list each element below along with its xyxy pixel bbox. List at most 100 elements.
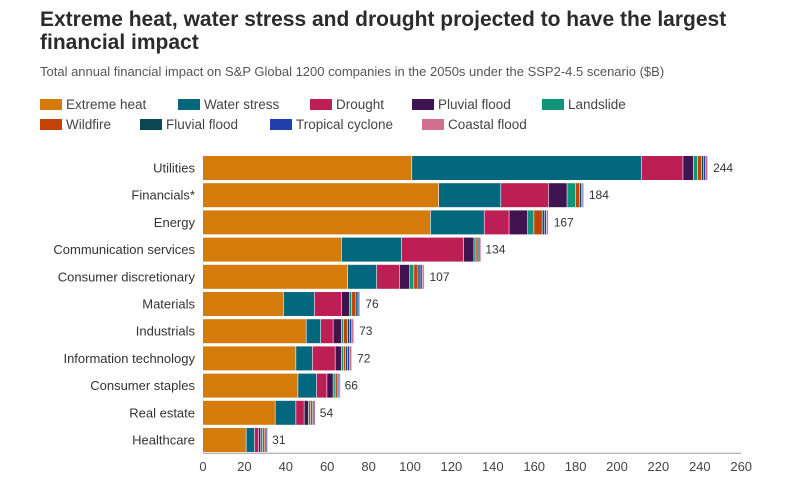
bar-segment-water-stress bbox=[246, 428, 255, 452]
x-tick-label: 140 bbox=[482, 459, 504, 474]
bar-segment-wildfire bbox=[310, 400, 313, 425]
bar-segment-landslide bbox=[567, 183, 575, 208]
bar-segment-coastal-flood bbox=[352, 319, 354, 344]
bar-segment-extreme-heat bbox=[203, 156, 412, 180]
bar-segment-water-stress bbox=[412, 156, 642, 180]
bar-segment-coastal-flood bbox=[706, 156, 708, 180]
bar-segment-pluvial-flood bbox=[333, 319, 342, 344]
bar-segment-drought bbox=[316, 373, 327, 398]
x-tick-label: 200 bbox=[606, 459, 628, 474]
total-label: 73 bbox=[359, 324, 373, 338]
bar-segment-extreme-heat bbox=[203, 346, 296, 371]
bar-segment-pluvial-flood bbox=[463, 237, 474, 262]
bar-segment-drought bbox=[296, 400, 304, 425]
bar-segment-water-stress bbox=[430, 210, 484, 235]
bar-segment-drought bbox=[401, 237, 464, 262]
legend-swatch bbox=[422, 119, 444, 130]
bar-segment-pluvial-flood bbox=[399, 264, 410, 289]
bar-segment-fluvial-flood bbox=[345, 346, 348, 371]
bar-segment-wildfire bbox=[697, 156, 702, 180]
bar-segment-drought bbox=[312, 346, 335, 371]
total-label: 134 bbox=[485, 243, 505, 257]
x-tick-label: 100 bbox=[399, 459, 421, 474]
bar-segment-fluvial-flood bbox=[701, 156, 704, 180]
bar-segment-extreme-heat bbox=[203, 292, 284, 316]
legend-swatch bbox=[178, 99, 200, 110]
legend-swatch bbox=[140, 119, 162, 130]
total-label: 76 bbox=[365, 297, 379, 311]
bar-segment-wildfire bbox=[352, 292, 356, 316]
bar-segment-fluvial-flood bbox=[265, 428, 266, 452]
legend-swatch bbox=[412, 99, 434, 110]
bar-segment-fluvial-flood bbox=[347, 319, 350, 344]
legend-item: Fluvial flood bbox=[140, 117, 238, 132]
bar-segment-pluvial-flood bbox=[304, 400, 308, 425]
x-tick-label: 120 bbox=[441, 459, 463, 474]
bar-segment-extreme-heat bbox=[203, 373, 298, 398]
total-label: 31 bbox=[272, 433, 286, 447]
bar-segment-pluvial-flood bbox=[548, 183, 567, 208]
bar-segment-landslide bbox=[527, 210, 534, 235]
bar-segment-pluvial-flood bbox=[327, 373, 333, 398]
category-label: Real estate bbox=[129, 405, 195, 420]
total-label: 66 bbox=[345, 379, 359, 393]
bar-segment-drought bbox=[376, 264, 400, 289]
bar-segment-extreme-heat bbox=[203, 428, 246, 452]
bar-segment-tropical-cyclone bbox=[266, 428, 267, 452]
bar-segment-fluvial-flood bbox=[542, 210, 544, 235]
bar-segment-pluvial-flood bbox=[509, 210, 528, 235]
bar-segment-coastal-flood bbox=[339, 373, 341, 398]
bar-segment-pluvial-flood bbox=[258, 428, 261, 452]
category-label: Healthcare bbox=[132, 433, 195, 448]
bar-segment-wildfire bbox=[414, 264, 418, 289]
category-label: Energy bbox=[154, 215, 196, 230]
legend-item: Drought bbox=[310, 97, 384, 112]
bar-segment-tropical-cyclone bbox=[313, 400, 315, 425]
bar-segment-tropical-cyclone bbox=[338, 373, 340, 398]
bar-segment-extreme-heat bbox=[203, 319, 306, 344]
bar-segment-coastal-flood bbox=[314, 400, 315, 425]
bar-segment-water-stress bbox=[306, 319, 321, 344]
category-label: Financials* bbox=[131, 188, 195, 203]
bar-segment-landslide bbox=[349, 292, 352, 316]
total-label: 72 bbox=[357, 351, 371, 365]
bar-segment-landslide bbox=[410, 264, 414, 289]
legend-label: Drought bbox=[336, 97, 385, 112]
legend-label: Pluvial flood bbox=[438, 97, 511, 112]
bar-segment-landslide bbox=[333, 373, 335, 398]
bar-segment-drought bbox=[501, 183, 549, 208]
legend-swatch bbox=[40, 99, 62, 110]
bar-segment-tropical-cyclone bbox=[349, 319, 352, 344]
category-label: Materials bbox=[142, 297, 195, 312]
total-label: 54 bbox=[320, 406, 334, 420]
chart-title: Extreme heat, water stress and drought p… bbox=[40, 8, 727, 54]
chart-subtitle: Total annual financial impact on S&P Glo… bbox=[40, 64, 665, 79]
legend-item: Wildfire bbox=[40, 117, 111, 132]
bar-segment-landslide bbox=[693, 156, 698, 180]
total-label: 244 bbox=[713, 161, 733, 175]
legend-label: Coastal flood bbox=[448, 117, 527, 132]
bar-segment-water-stress bbox=[296, 346, 313, 371]
bar-segment-extreme-heat bbox=[203, 400, 275, 425]
bar-segment-drought bbox=[254, 428, 259, 452]
bar-segment-tropical-cyclone bbox=[420, 264, 422, 289]
bar-segment-pluvial-flood bbox=[341, 292, 350, 316]
x-tick-label: 40 bbox=[279, 459, 293, 474]
legend-label: Tropical cyclone bbox=[296, 117, 394, 132]
total-label: 107 bbox=[429, 270, 449, 284]
x-tick-label: 240 bbox=[689, 459, 711, 474]
legend-swatch bbox=[542, 99, 564, 110]
legend-label: Wildfire bbox=[66, 117, 112, 132]
bar-segment-wildfire bbox=[343, 346, 346, 371]
bar-segment-water-stress bbox=[438, 183, 501, 208]
category-label: Consumer staples bbox=[90, 378, 195, 393]
x-tick-label: 60 bbox=[320, 459, 334, 474]
legend-label: Landslide bbox=[568, 97, 626, 112]
bar-segment-water-stress bbox=[298, 373, 317, 398]
legend-swatch bbox=[270, 119, 292, 130]
category-label: Information technology bbox=[63, 351, 195, 366]
bar-segment-pluvial-flood bbox=[683, 156, 693, 180]
legend-item: Tropical cyclone bbox=[270, 117, 393, 132]
bar-segment-extreme-heat bbox=[203, 210, 431, 235]
